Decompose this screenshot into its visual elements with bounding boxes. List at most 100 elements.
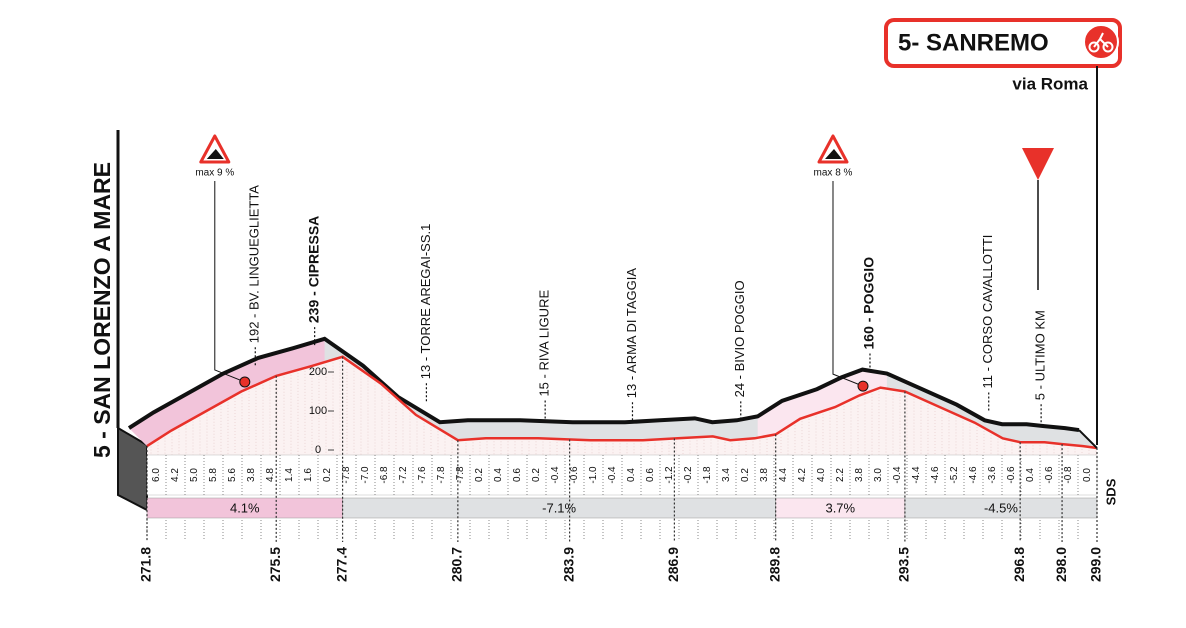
climb-glyph	[206, 149, 224, 159]
gradient-label: -7.2	[398, 466, 409, 484]
gradient-label: -0.4	[607, 466, 618, 484]
y-tick-label: 100	[309, 405, 327, 417]
landmark-label: 160 - POGGIO	[861, 257, 877, 350]
bike-icon	[1083, 24, 1119, 60]
gradient-label: 0.4	[493, 468, 504, 482]
landmark-label: 15 - RIVA LIGURE	[537, 290, 552, 397]
last-km-flag	[1022, 148, 1054, 180]
gradient-label: -4.4	[911, 466, 922, 484]
gradient-label: 0.2	[322, 468, 333, 482]
gradient-label: 4.2	[170, 468, 181, 482]
bike-glyph	[1088, 32, 1114, 53]
gradient-label: 1.4	[284, 468, 295, 482]
profile-road	[146, 355, 1098, 450]
gradient-label: -7.8	[455, 466, 466, 484]
gradient-label: 0.4	[1025, 468, 1036, 482]
landmark-label: 13 - TORRE AREGAI-SS.1	[418, 224, 433, 380]
landmark-label: 11 - CORSO CAVALLOTTI	[980, 235, 995, 389]
x-tick-label: 298.0	[1053, 547, 1069, 582]
climb-glyph	[824, 149, 842, 159]
gradient-label: -7.0	[360, 466, 371, 484]
profile-band	[324, 338, 788, 441]
gradient-label: 3.0	[873, 468, 884, 482]
gradient-label: -6.8	[379, 466, 390, 484]
gradient-label: 0.6	[512, 468, 523, 482]
finish-title: 5- SANREMO	[898, 29, 1049, 56]
gradient-label: 0.4	[626, 468, 637, 482]
gradient-label: -4.6	[930, 466, 941, 484]
gradient-label: -0.4	[892, 466, 903, 484]
climb-label: max 9 %	[195, 168, 234, 179]
x-tick-label: 289.8	[766, 547, 782, 582]
landmark-label: 5 - ULTIMO KM	[1033, 310, 1048, 400]
gradient-label: -7.8	[436, 466, 447, 484]
landmark-label: 24 - BIVIO POGGIO	[732, 280, 747, 397]
gradient-label: 4.8	[265, 468, 276, 482]
landmark-label: 192 - BV. LINGUEGLIETTA	[247, 185, 262, 344]
segment-label: -4.5%	[984, 500, 1018, 515]
y-tick-label: 200	[309, 366, 327, 378]
gradient-label: -7.8	[341, 466, 352, 484]
gradient-label: 0.2	[740, 468, 751, 482]
gradient-label: 4.2	[797, 468, 808, 482]
climb-sign	[199, 134, 231, 164]
x-tick-label: 283.9	[560, 547, 576, 582]
landmark-label: 239 - CIPRESSA	[305, 216, 321, 323]
gradient-label: -7.6	[417, 466, 428, 484]
gradient-label: 3.8	[246, 468, 257, 482]
watermark: SDS	[1103, 478, 1118, 505]
gradient-label: -4.6	[968, 466, 979, 484]
gradient-label: -0.6	[569, 466, 580, 484]
gradient-label: -0.2	[683, 466, 694, 484]
gradient-label: 4.0	[816, 468, 827, 482]
climb-pointer	[832, 181, 864, 387]
segment-label: 3.7%	[825, 500, 855, 515]
gradient-label: -0.6	[1006, 466, 1017, 484]
gradient-label: 0.0	[1082, 468, 1093, 482]
climb-pointer	[214, 181, 245, 383]
profile-area	[147, 356, 1097, 455]
gradient-label: 3.8	[854, 468, 865, 482]
gradient-label: 1.6	[303, 468, 314, 482]
landmark-label: 13 - ARMA DI TAGGIA	[624, 268, 639, 399]
gradient-label: -5.2	[949, 466, 960, 484]
gradient-label: 3.4	[721, 468, 732, 482]
gradient-label: 5.8	[208, 468, 219, 482]
x-tick-label: 271.8	[138, 547, 154, 582]
x-tick-label: 286.9	[665, 547, 681, 582]
climb-label: max 8 %	[814, 168, 853, 179]
gradient-label: -0.6	[1044, 466, 1055, 484]
gradient-label: 0.6	[645, 468, 656, 482]
segment-label: -7.1%	[542, 500, 576, 515]
x-tick-label: 293.5	[896, 547, 912, 582]
climb-dot	[857, 380, 869, 392]
gradient-label: 4.4	[778, 468, 789, 482]
start-label: 5 - SAN LORENZO A MARE	[89, 162, 115, 458]
finish-subtitle: via Roma	[1012, 74, 1088, 93]
gradient-label: -1.8	[702, 466, 713, 484]
x-tick-label: 299.0	[1088, 547, 1104, 582]
gradient-label: 5.6	[227, 468, 238, 482]
gradient-label: 3.8	[759, 468, 770, 482]
profile-top	[127, 336, 1080, 433]
finish-edge	[1078, 429, 1098, 449]
x-tick-label: 280.7	[449, 547, 465, 582]
profile-band	[886, 373, 1097, 449]
y-tick-label: 0	[315, 444, 321, 456]
gradient-label: -3.6	[987, 466, 998, 484]
gradient-label: 5.0	[189, 468, 200, 482]
gradient-label: 0.2	[474, 468, 485, 482]
gradient-label: -0.4	[550, 466, 561, 484]
segment-label: 4.1%	[230, 500, 260, 515]
gradient-label: 0.2	[531, 468, 542, 482]
climb-sign	[817, 134, 849, 164]
finish-box	[884, 18, 1122, 68]
x-tick-label: 275.5	[267, 547, 283, 582]
profile-band	[129, 338, 345, 447]
x-tick-label: 277.4	[333, 547, 349, 582]
gradient-label: -1.0	[588, 466, 599, 484]
gradient-label: -1.2	[664, 466, 675, 484]
gradient-label: 2.2	[835, 468, 846, 482]
